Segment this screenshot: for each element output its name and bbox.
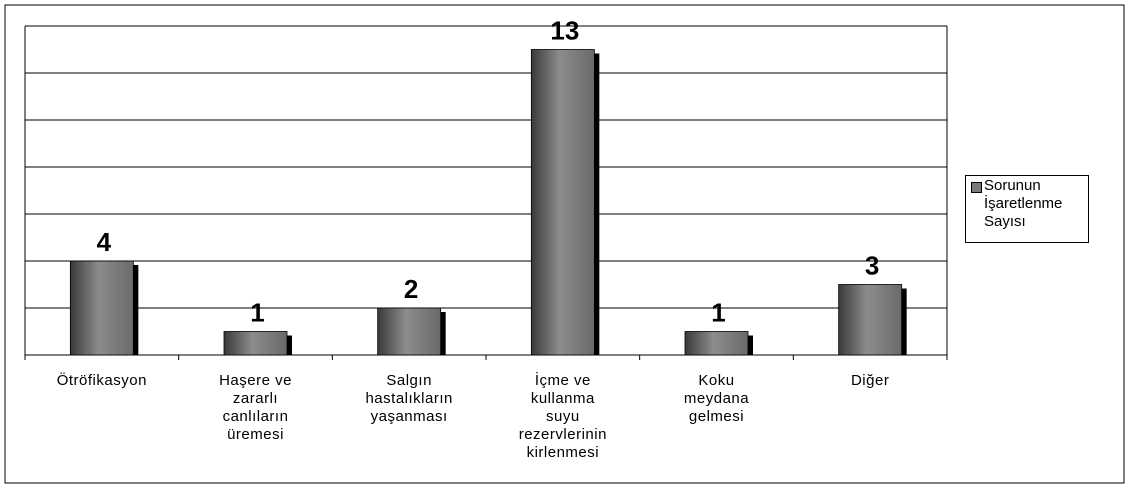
x-tick-label: Haşere ve zararlı canlıların üremesi bbox=[219, 372, 292, 443]
value-label: 1 bbox=[711, 298, 725, 328]
x-tick-label: İçme ve kullanma suyu rezervlerinin kirl… bbox=[518, 372, 607, 461]
bar bbox=[684, 331, 749, 356]
legend-label: Sorunun İşaretlenme Sayısı bbox=[984, 177, 1063, 230]
value-label: 4 bbox=[97, 227, 112, 257]
frame bbox=[4, 4, 1125, 484]
bar bbox=[69, 260, 134, 356]
bar bbox=[530, 49, 595, 356]
bar bbox=[838, 284, 903, 356]
value-label: 13 bbox=[550, 16, 579, 46]
legend-swatch bbox=[971, 182, 982, 193]
x-tick-label: Koku meydana gelmesi bbox=[683, 372, 750, 425]
value-label: 3 bbox=[865, 251, 879, 281]
bar bbox=[377, 307, 442, 356]
legend: Sorunun İşaretlenme Sayısı bbox=[965, 175, 1089, 243]
value-label: 1 bbox=[250, 298, 264, 328]
value-label: 2 bbox=[404, 274, 418, 304]
x-tick-label: Diğer bbox=[850, 372, 890, 389]
x-tick-label: Salgın hastalıkların yaşanması bbox=[365, 372, 453, 425]
bar bbox=[223, 331, 288, 356]
x-tick-label: Ötröfikasyon bbox=[56, 372, 147, 389]
